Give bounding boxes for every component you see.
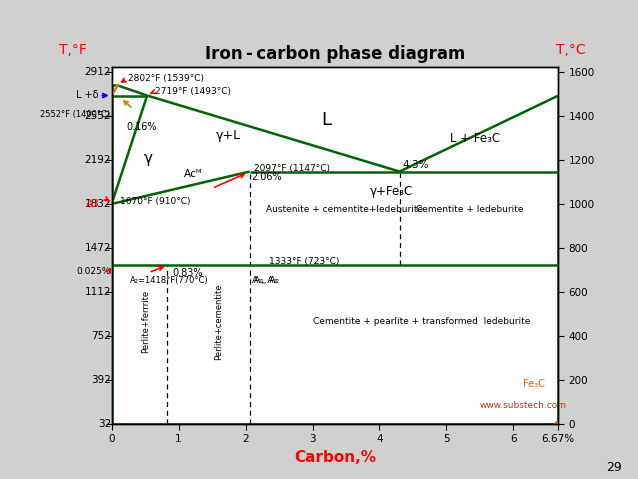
Text: γ+L: γ+L [216, 129, 241, 142]
Text: γ: γ [144, 151, 152, 167]
Text: 1472: 1472 [84, 243, 111, 253]
Text: Perlite+ferrrite: Perlite+ferrrite [141, 290, 151, 353]
Text: 752: 752 [91, 331, 111, 341]
Text: L: L [321, 111, 331, 129]
Text: 0.025%: 0.025% [76, 267, 110, 276]
Text: A₁, A₂: A₁, A₂ [253, 276, 279, 285]
Text: T,°F: T,°F [59, 44, 87, 57]
Text: 2719°F (1493°C): 2719°F (1493°C) [155, 88, 231, 96]
Text: 2552: 2552 [84, 111, 111, 121]
Text: 392: 392 [91, 375, 111, 385]
Text: Austenite + cementite+ledeburite: Austenite + cementite+ledeburite [265, 205, 423, 214]
Text: 32: 32 [98, 419, 111, 429]
Text: L +δ: L +δ [77, 90, 99, 100]
Text: 1112: 1112 [84, 287, 111, 297]
Text: A₂=1418°F(770°C): A₂=1418°F(770°C) [130, 276, 209, 285]
Text: Aᴄᴹ: Aᴄᴹ [184, 169, 202, 179]
Text: Perlite+cementite: Perlite+cementite [214, 283, 223, 360]
Text: 29: 29 [606, 461, 622, 474]
Text: A₁, A₂: A₁, A₂ [252, 276, 278, 285]
Text: A3: A3 [86, 199, 100, 209]
Text: www.substech.com: www.substech.com [480, 401, 567, 410]
Text: 2802°F (1539°C): 2802°F (1539°C) [128, 74, 204, 82]
X-axis label: Carbon,%: Carbon,% [294, 450, 376, 465]
Text: Cementite + ledeburite: Cementite + ledeburite [417, 205, 524, 214]
Text: 4.3%: 4.3% [403, 160, 429, 171]
Text: 2097°F (1147°C): 2097°F (1147°C) [253, 164, 330, 173]
Text: Cementite + pearlite + transformed  ledeburite: Cementite + pearlite + transformed ledeb… [313, 317, 530, 326]
Text: Fe₃C: Fe₃C [523, 379, 545, 389]
Text: 1832: 1832 [84, 199, 111, 209]
Text: 2.06%: 2.06% [251, 171, 281, 182]
Text: 2912: 2912 [84, 67, 111, 77]
Text: γ+Fe₃C: γ+Fe₃C [369, 185, 413, 198]
Text: 2552°F (1400°C): 2552°F (1400°C) [40, 111, 110, 119]
Text: L + Fe₃C: L + Fe₃C [450, 132, 500, 145]
Text: 0.16%: 0.16% [126, 122, 157, 132]
Text: 1670°F (910°C): 1670°F (910°C) [120, 196, 190, 205]
Text: T,°C: T,°C [556, 44, 586, 57]
Text: 1333°F (723°C): 1333°F (723°C) [269, 257, 339, 266]
Title: Iron - carbon phase diagram: Iron - carbon phase diagram [205, 45, 465, 63]
Text: 0.83%: 0.83% [172, 268, 202, 278]
Text: 2192: 2192 [84, 155, 111, 165]
